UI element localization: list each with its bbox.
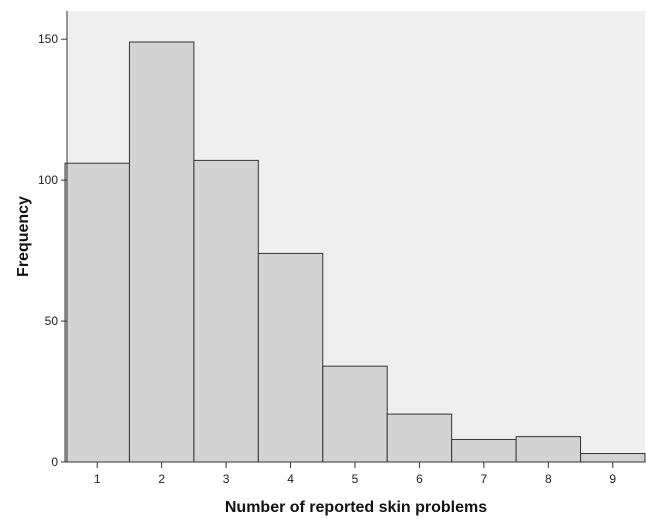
- x-tick-label: 1: [94, 472, 101, 486]
- bar-7: [451, 438, 517, 463]
- y-axis-ticks: 0 50 100 150: [38, 32, 67, 469]
- x-tick-label: 8: [545, 472, 552, 486]
- y-tick-label: 0: [51, 455, 58, 469]
- bar-4: [257, 252, 324, 463]
- bar-3: [193, 159, 259, 463]
- bar-2: [128, 41, 195, 463]
- y-axis-title: Frequency: [15, 196, 32, 277]
- bar-1: [64, 162, 130, 463]
- bar-9: [580, 453, 646, 463]
- y-tick-label: 150: [38, 32, 58, 46]
- x-tick-label: 3: [223, 472, 230, 486]
- x-tick-label: 9: [609, 472, 616, 486]
- x-tick-label: 7: [481, 472, 488, 486]
- bar-8: [515, 436, 582, 463]
- x-axis-ticks: 1 2 3 4 5 6 7 8 9: [94, 462, 616, 486]
- bar-6: [386, 413, 453, 463]
- bar-5: [322, 365, 388, 463]
- x-axis-title: Number of reported skin problems: [225, 499, 487, 516]
- y-tick-label: 50: [45, 314, 59, 328]
- x-tick-label: 2: [158, 472, 165, 486]
- bars-group: [64, 41, 646, 463]
- y-tick-label: 100: [38, 173, 58, 187]
- x-tick-label: 4: [287, 472, 294, 486]
- x-tick-label: 5: [352, 472, 359, 486]
- x-tick-label: 6: [416, 472, 423, 486]
